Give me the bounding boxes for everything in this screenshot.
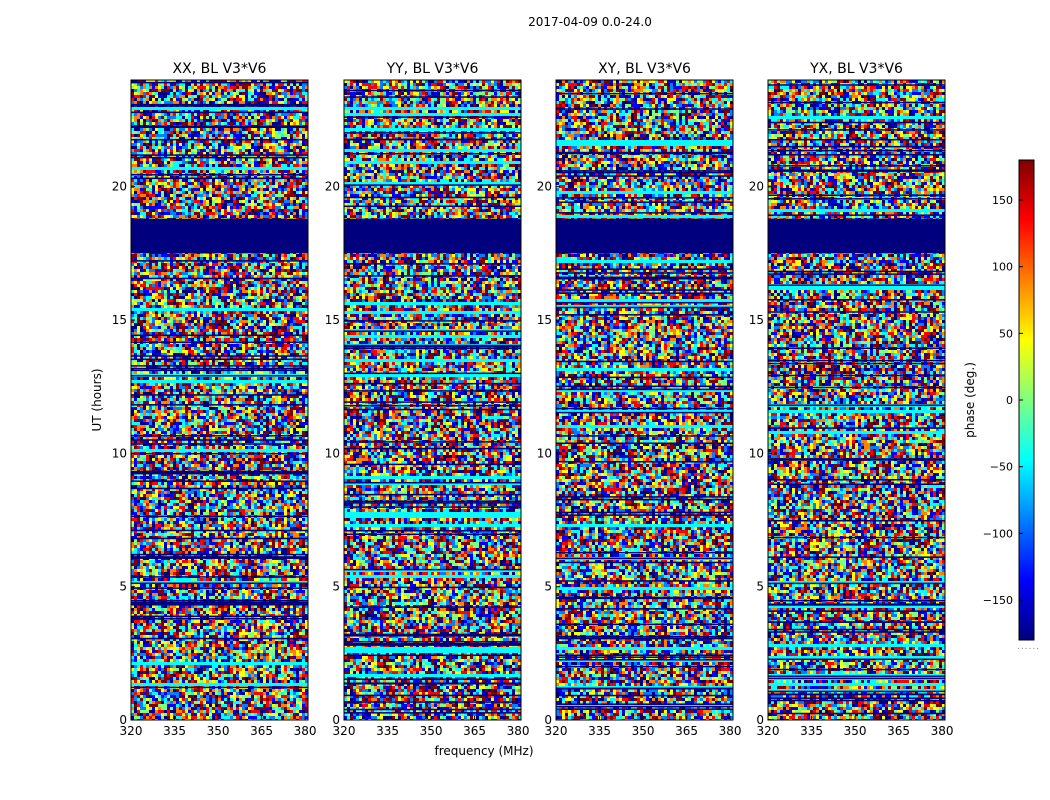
y-tick-label: 20 [749,180,764,194]
x-tick-label: 380 [931,724,954,738]
y-tick-label: 10 [112,446,127,460]
x-tick-label: 380 [719,724,742,738]
y-tick-label: 5 [332,580,340,594]
x-axis-label: frequency (MHz) [434,744,533,758]
y-tick-label: 15 [749,313,764,327]
x-tick-label: 365 [887,724,910,738]
x-tick-label: 335 [163,724,186,738]
phase-image [768,80,945,720]
colorbar-label: phase (deg.) [963,362,977,438]
x-tick-label: 335 [800,724,823,738]
colorbar: 150 100 50 0 −50 −100 −150 [983,159,1035,641]
phase-image [131,80,308,720]
y-tick-label: 15 [537,313,552,327]
phase-image [344,80,521,720]
y-axis-label: UT (hours) [90,368,104,431]
y-tick-label: 10 [325,446,340,460]
y-tick-label: 5 [119,580,127,594]
y-tick-label: 15 [112,313,127,327]
panel-yx: YX, BL V3*V6 320 335 350 365 380 0 5 10 15 20 [749,61,954,738]
y-tick-label: 10 [749,446,764,460]
colorbar-tick-label: −150 [983,594,1013,607]
colorbar-tick-label: −50 [990,461,1013,474]
x-tick-label: 350 [632,724,655,738]
figure-title: 2017-04-09 0.0-24.0 [528,15,652,29]
x-tick-label: 320 [333,724,356,738]
panel-yy: YY, BL V3*V6 320 335 350 365 380 0 5 10 15 20 [325,61,530,738]
x-tick-label: 365 [463,724,486,738]
colorbar-tick-label: 50 [999,327,1013,340]
x-tick-label: 335 [376,724,399,738]
x-tick-label: 350 [844,724,867,738]
y-tick-label: 15 [325,313,340,327]
x-tick-label: 350 [207,724,230,738]
x-tick-label: 365 [250,724,273,738]
x-tick-label: 335 [588,724,611,738]
panel-title: XY, BL V3*V6 [598,61,691,77]
y-tick-label: 20 [112,180,127,194]
y-tick-label: 0 [544,713,552,727]
panel-xx: XX, BL V3*V6 320 335 350 365 380 0 5 10 15 20 [112,61,317,738]
x-tick-label: 365 [675,724,698,738]
x-tick-label: 320 [545,724,568,738]
x-tick-label: 380 [507,724,530,738]
y-tick-label: 0 [756,713,764,727]
y-tick-label: 0 [119,713,127,727]
y-tick-label: 20 [325,180,340,194]
panel-title: XX, BL V3*V6 [173,61,267,77]
phase-image [556,80,733,720]
colorbar-tick-label: 100 [992,261,1013,274]
colorbar-tick-label: −100 [983,527,1013,540]
y-tick-label: 10 [537,446,552,460]
y-tick-label: 20 [537,180,552,194]
y-tick-label: 5 [756,580,764,594]
colorbar-tick-label: 0 [1006,394,1013,407]
x-tick-label: 320 [120,724,143,738]
x-tick-label: 350 [420,724,443,738]
x-tick-label: 380 [294,724,317,738]
panel-title: YY, BL V3*V6 [386,61,479,77]
y-tick-label: 0 [332,713,340,727]
panel-xy: XY, BL V3*V6 320 335 350 365 380 0 5 10 15 20 [537,61,742,738]
y-tick-label: 5 [544,580,552,594]
footer-dots: ...... [1017,642,1040,652]
colorbar-tick-label: 150 [992,194,1013,207]
panel-title: YX, BL V3*V6 [809,61,903,77]
x-tick-label: 320 [757,724,780,738]
